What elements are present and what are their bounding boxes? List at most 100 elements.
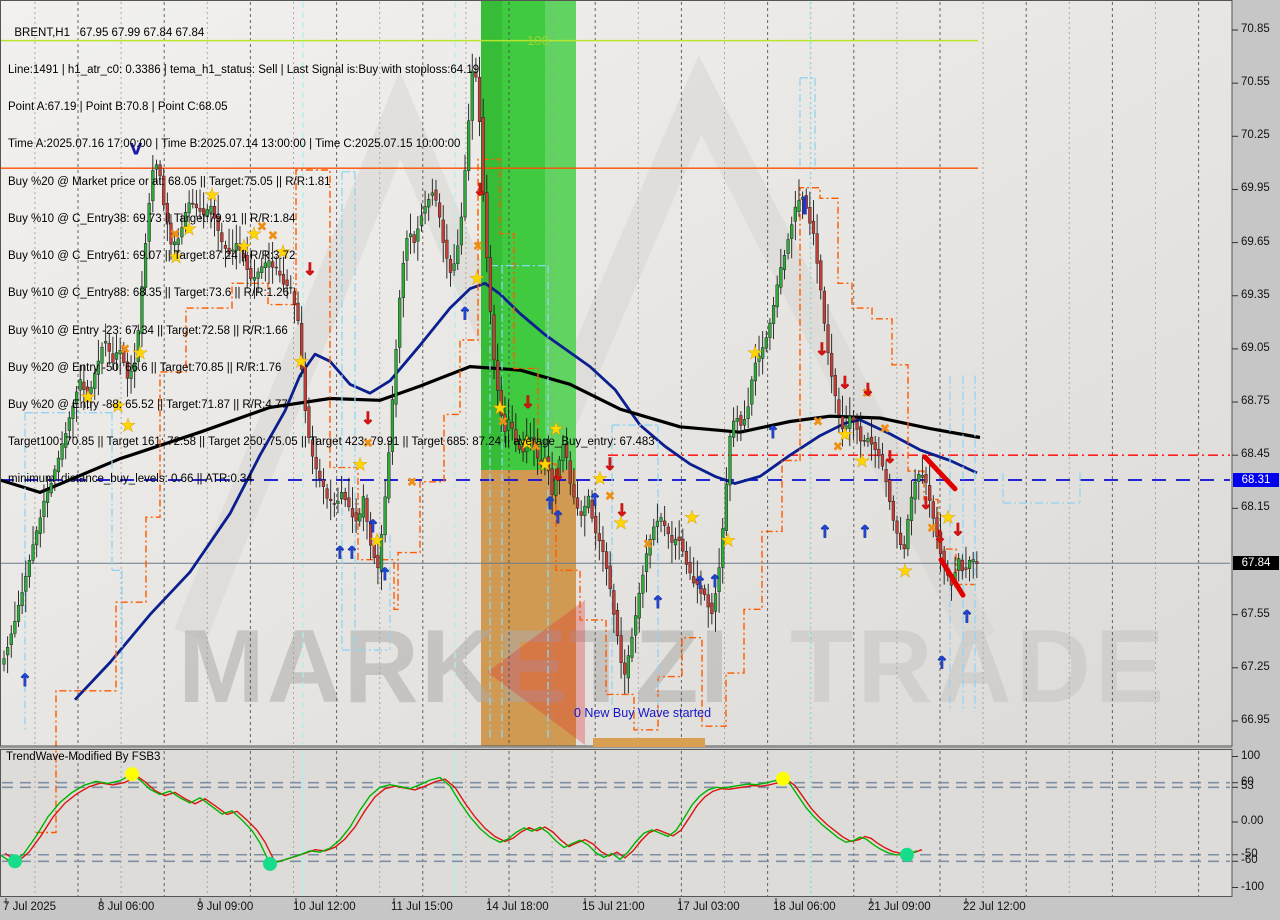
candle-body bbox=[684, 551, 689, 565]
candle-body bbox=[663, 520, 667, 526]
candle-body bbox=[641, 574, 645, 594]
sell-arrow-icon: ↓ bbox=[838, 373, 852, 393]
candle-body bbox=[692, 576, 696, 584]
red-trend-segment[interactable] bbox=[938, 557, 966, 598]
candle-body bbox=[100, 346, 104, 364]
candle-body bbox=[826, 324, 830, 354]
candle-body bbox=[20, 592, 24, 606]
price-tick-label: 69.05 bbox=[1241, 341, 1270, 354]
candle-body bbox=[521, 446, 525, 453]
candle-body bbox=[550, 468, 554, 495]
candle-body bbox=[452, 263, 456, 271]
trendwave-red-line bbox=[4, 775, 923, 864]
horizontal-scrollbar-thumb[interactable] bbox=[593, 738, 705, 747]
candle-body bbox=[78, 379, 82, 391]
candle-body bbox=[931, 501, 935, 519]
time-axis-label: 21 Jul 09:00 bbox=[868, 901, 931, 913]
time-axis-label: 9 Jul 09:00 bbox=[197, 901, 254, 913]
price-tick-label: 70.25 bbox=[1241, 129, 1270, 142]
time-axis-label: 18 Jul 06:00 bbox=[773, 901, 836, 913]
price-tick-label: 66.95 bbox=[1241, 713, 1270, 726]
indicator-panel-background bbox=[1, 750, 1232, 897]
sell-arrow-icon: ↓ bbox=[815, 340, 829, 360]
indicator-tick-label: 100 bbox=[1241, 749, 1261, 762]
candle-body bbox=[492, 314, 496, 361]
candle-body bbox=[314, 456, 318, 470]
watermark-text-right: TRADE bbox=[790, 609, 1168, 725]
candle-body bbox=[862, 440, 866, 442]
buy-star-signal: ★ bbox=[613, 513, 628, 533]
trough-dot-green bbox=[900, 847, 914, 862]
buy-star-signal: ★ bbox=[168, 248, 183, 268]
candle-body bbox=[238, 243, 242, 251]
price-tick-label: 67.25 bbox=[1241, 660, 1270, 673]
candle-body bbox=[615, 609, 620, 636]
candle-body bbox=[321, 479, 326, 487]
candle-body bbox=[271, 261, 275, 268]
candle-body bbox=[920, 475, 924, 478]
price-tick-label: 69.65 bbox=[1241, 235, 1270, 248]
x-marker-signal: ✖ bbox=[862, 387, 873, 402]
candle-body bbox=[935, 517, 939, 537]
candle-body bbox=[45, 490, 50, 503]
candle-body bbox=[866, 437, 870, 443]
candle-body bbox=[967, 560, 972, 569]
candle-body bbox=[67, 417, 71, 431]
candle-body bbox=[194, 203, 198, 209]
candle-body bbox=[173, 241, 177, 246]
candle-body bbox=[187, 202, 191, 214]
candle-body bbox=[884, 469, 888, 483]
candle-body bbox=[888, 479, 892, 502]
indicator-tick-label: 53 bbox=[1241, 780, 1254, 793]
candle-body bbox=[125, 361, 130, 379]
candle-body bbox=[89, 387, 93, 394]
candle-body bbox=[626, 655, 630, 679]
candle-body bbox=[372, 544, 376, 559]
buy-arrow-icon: ↑ bbox=[935, 653, 949, 673]
candle-body bbox=[869, 436, 874, 445]
time-axis-label: 10 Jul 12:00 bbox=[293, 901, 356, 913]
candle-body bbox=[757, 355, 761, 362]
candle-body bbox=[623, 662, 627, 675]
candle-body bbox=[822, 290, 826, 324]
candle-body bbox=[695, 578, 699, 585]
candle-body bbox=[24, 576, 28, 592]
candle-body bbox=[427, 199, 431, 208]
candle-body bbox=[252, 277, 257, 281]
candle-body bbox=[412, 234, 416, 243]
candle-body bbox=[496, 360, 500, 391]
candle-body bbox=[470, 70, 474, 121]
candle-body bbox=[405, 238, 409, 261]
candle-body bbox=[681, 538, 685, 552]
candle-body bbox=[13, 621, 17, 634]
candle-body bbox=[358, 513, 362, 522]
sell-arrow-icon: ↓ bbox=[303, 260, 317, 280]
candle-body bbox=[165, 203, 169, 223]
candle-body bbox=[64, 433, 68, 448]
candle-body bbox=[713, 593, 718, 612]
candle-body bbox=[673, 538, 678, 546]
red-trend-segment[interactable] bbox=[922, 454, 958, 492]
candle-body bbox=[506, 419, 511, 431]
candle-body bbox=[575, 497, 580, 509]
candle-body bbox=[191, 202, 195, 205]
candle-body bbox=[753, 362, 758, 382]
candle-body bbox=[906, 519, 910, 550]
sell-arrow-icon: ↓ bbox=[361, 409, 375, 429]
candle-body bbox=[383, 496, 387, 536]
candle-body bbox=[659, 517, 663, 522]
candle-body bbox=[430, 192, 434, 196]
candle-body bbox=[365, 498, 369, 522]
candle-body bbox=[274, 266, 278, 269]
candle-body bbox=[267, 260, 271, 268]
candle-body bbox=[909, 496, 914, 521]
candle-body bbox=[830, 352, 834, 377]
candle-body bbox=[764, 337, 768, 349]
candle-body bbox=[688, 561, 692, 574]
candle-body bbox=[122, 348, 126, 363]
candle-body bbox=[85, 386, 90, 399]
candle-body bbox=[401, 262, 405, 298]
candle-body bbox=[648, 539, 652, 556]
candle-body bbox=[517, 444, 522, 450]
